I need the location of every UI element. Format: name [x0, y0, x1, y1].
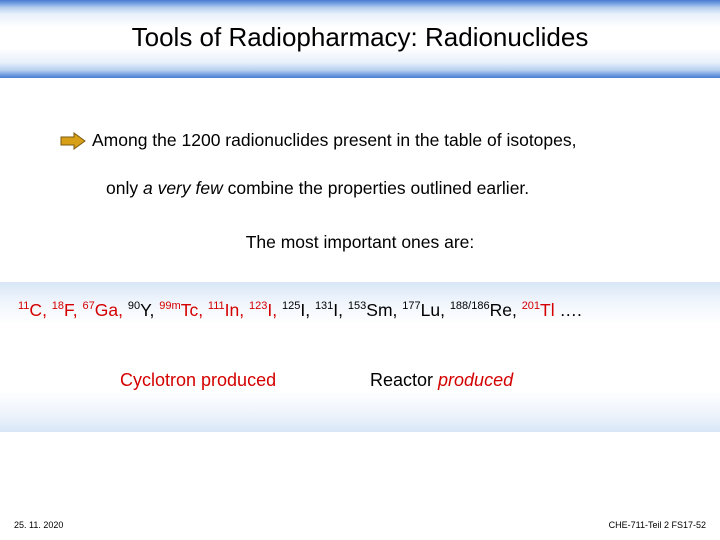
nuclide-sep: , — [150, 300, 160, 320]
intro-line-3: The most important ones are: — [0, 232, 720, 253]
nuclide-item: 11C — [18, 300, 42, 320]
nuclide-sep: , — [305, 300, 315, 320]
nuclide-item: 125I — [282, 300, 305, 320]
nuclide-item: 131I — [315, 300, 338, 320]
nuclide-sep: , — [42, 300, 52, 320]
nuclide-sep: , — [239, 300, 249, 320]
bullet-line-1: Among the 1200 radionuclides present in … — [60, 130, 680, 151]
arrow-right-icon — [60, 132, 86, 150]
line2-part-a: only — [106, 178, 143, 198]
nuclide-sep: , — [73, 300, 83, 320]
line1-text: Among the 1200 radionuclides present in … — [92, 130, 577, 151]
cyclotron-label: Cyclotron produced — [120, 370, 276, 391]
nuclide-item: 123I — [249, 300, 272, 320]
nuclide-sep: , — [272, 300, 282, 320]
nuclide-item: 99mTc — [159, 300, 198, 320]
footer-date: 25. 11. 2020 — [14, 520, 63, 530]
nuclide-item: 67Ga — [83, 300, 119, 320]
footer-code: CHE-711-Teil 2 FS17-52 — [609, 520, 706, 530]
nuclide-list: 11C, 18F, 67Ga, 90Y, 99mTc, 111In, 123I,… — [18, 300, 708, 321]
reactor-label-b: produced — [438, 370, 513, 390]
nuclide-item: 201Tl — [522, 300, 555, 320]
nuclide-sep: , — [512, 300, 522, 320]
reactor-label: Reactor produced — [370, 370, 513, 391]
line2-part-c: combine the properties outlined earlier. — [223, 178, 529, 198]
nuclide-item: 111In — [208, 300, 239, 320]
bullet-line-2: only a very few combine the properties o… — [106, 178, 529, 199]
nuclide-item: 90Y — [128, 300, 150, 320]
nuclide-item: 177Lu — [402, 300, 440, 320]
nuclide-sep: , — [198, 300, 208, 320]
nuclide-item: 18F — [52, 300, 73, 320]
nuclide-item: 188/186Re — [450, 300, 512, 320]
nuclide-tail: …. — [555, 300, 582, 320]
slide-title: Tools of Radiopharmacy: Radionuclides — [0, 22, 720, 53]
nuclide-sep: , — [440, 300, 450, 320]
nuclide-item: 153Sm — [348, 300, 393, 320]
nuclide-sep: , — [118, 300, 128, 320]
line2-emphasis: a very few — [143, 178, 223, 198]
reactor-label-a: Reactor — [370, 370, 438, 390]
nuclide-sep: , — [393, 300, 403, 320]
nuclide-sep: , — [338, 300, 348, 320]
